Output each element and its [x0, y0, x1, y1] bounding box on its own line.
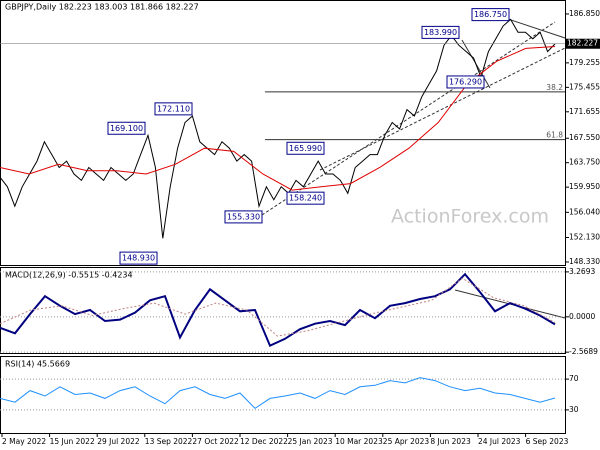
annotation-label: 176.290: [449, 77, 482, 86]
chart-title: GBPJPY,Daily 182.223 183.003 181.866 182…: [5, 3, 199, 12]
annotation-label: 155.330: [227, 212, 260, 221]
x-tick-label: 24 Jul 2023: [478, 437, 521, 446]
y-tick-label: 167.550: [569, 133, 600, 142]
annotation-label: 183.990: [424, 28, 457, 37]
watermark: ActionForex.com: [391, 206, 549, 228]
y-tick-label: 179.255: [569, 58, 600, 67]
annotation-box: [286, 141, 325, 155]
y-tick-label: 186.850: [569, 9, 600, 18]
y-tick-label: 156.040: [569, 207, 600, 216]
last-price-label: 182.227: [567, 39, 598, 48]
pane-frame: [0, 356, 566, 434]
y-tick-label: 175.455: [569, 82, 600, 91]
channel-line: [261, 21, 556, 216]
y-tick-label: 3.2693: [569, 267, 595, 276]
annotation-box: [446, 75, 485, 89]
annotation-box: [286, 191, 325, 205]
x-tick-label: 6 Sep 2023: [526, 437, 569, 446]
annotation-box: [154, 102, 193, 116]
y-tick-label: 152.130: [569, 233, 600, 242]
x-tick-label: 2 May 2022: [2, 437, 46, 446]
x-tick-label: 8 Jun 2023: [430, 437, 471, 446]
annotation-box: [224, 210, 263, 224]
x-tick-label: 12 Dec 2022: [240, 437, 288, 446]
annotation-box: [421, 25, 460, 39]
annotation-box: [119, 251, 158, 265]
pane-title: RSI(14) 45.5669: [5, 360, 70, 369]
x-tick-label: 29 Jul 2022: [97, 437, 140, 446]
pane-frame: [0, 0, 566, 266]
annotation-box: [471, 8, 510, 22]
y-tick-label: -2.5689: [569, 347, 598, 356]
y-tick-label: 0.0000: [569, 312, 595, 321]
series-line: [0, 377, 556, 410]
x-tick-label: 10 Mar 2023: [335, 437, 383, 446]
y-tick-label: 171.655: [569, 107, 600, 116]
series-line: [0, 272, 556, 348]
x-tick-label: 25 Jan 2023: [288, 437, 333, 446]
series-line: [0, 277, 556, 337]
fib-label: 61.8: [546, 131, 563, 140]
annotation-label: 169.100: [110, 124, 143, 133]
y-tick-label: 30: [569, 405, 579, 414]
annotation-label: 158.240: [289, 194, 322, 203]
pane-frame: [0, 267, 566, 354]
x-tick-label: 15 Jun 2022: [50, 437, 95, 446]
annotation-label: 165.990: [289, 144, 322, 153]
annotation-label: 148.930: [122, 254, 155, 263]
trend-line: [504, 17, 566, 39]
y-tick-label: 159.950: [569, 182, 600, 191]
y-tick-label: 163.750: [569, 158, 600, 167]
pane-title: MACD(12,26,9) -0.5515 -0.4234: [5, 271, 133, 280]
annotation-label: 172.110: [157, 104, 190, 113]
x-tick-label: 27 Oct 2022: [192, 437, 239, 446]
x-tick-label: 25 Apr 2023: [383, 437, 430, 446]
series-line: [0, 46, 556, 191]
channel-line: [319, 47, 566, 171]
y-tick-label: 70: [569, 374, 579, 383]
x-tick-label: 13 Sep 2022: [145, 437, 193, 446]
last-price-box: [565, 38, 600, 49]
annotation-box: [107, 121, 146, 135]
y-tick-label: 148.330: [569, 257, 600, 266]
annotation-label: 186.750: [474, 10, 507, 19]
fib-label: 38.2: [546, 83, 563, 92]
